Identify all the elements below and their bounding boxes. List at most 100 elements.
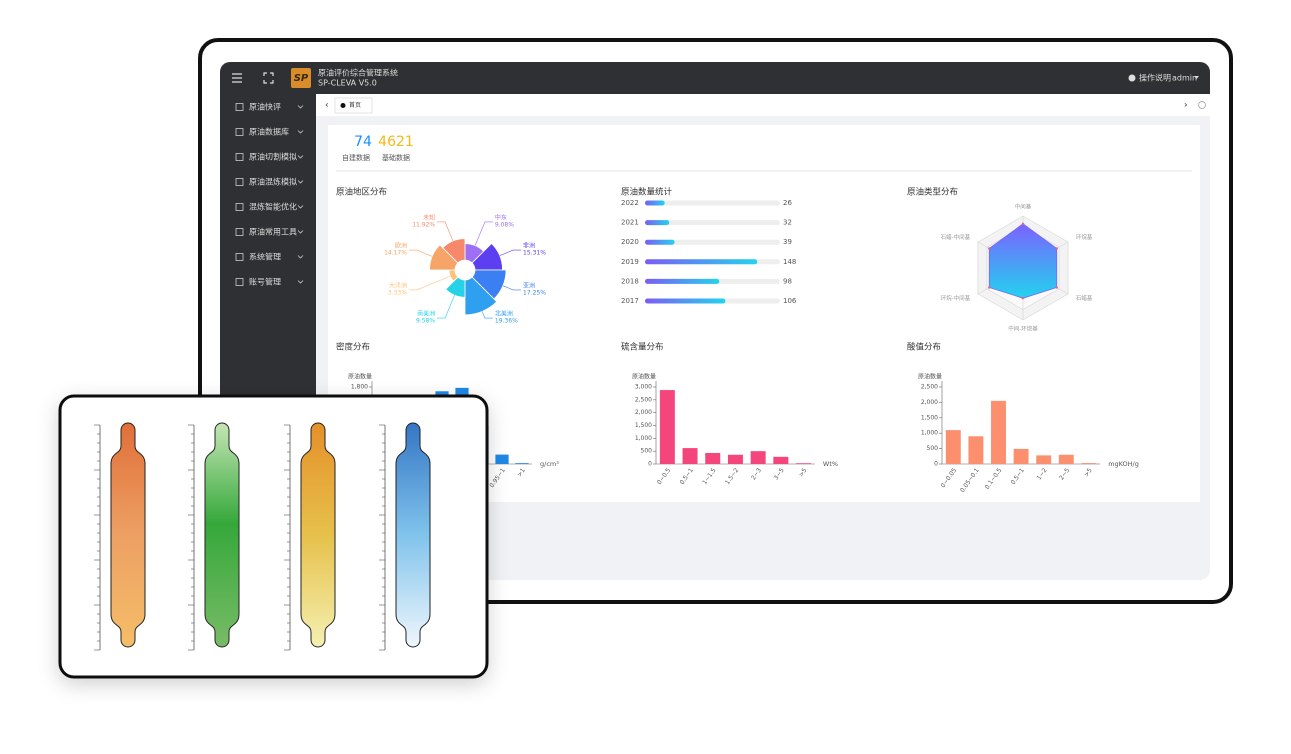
app-title: 原油评价综合管理系统 bbox=[318, 68, 398, 78]
radar-indicator: 环烷基 bbox=[1076, 233, 1093, 241]
screen: SP 原油评价综合管理系统 SP-CLEVA V5.0 操作说明 admin ‹… bbox=[220, 62, 1210, 580]
y-tick-label: 1,000 bbox=[921, 430, 938, 437]
chart-title: 原油数量统计 bbox=[621, 187, 673, 198]
slice-label: 欧洲 bbox=[395, 242, 407, 250]
progress-bar bbox=[645, 259, 758, 265]
progress-value: 148 bbox=[783, 258, 796, 266]
menu-item[interactable]: 原油切割模拟 bbox=[249, 152, 297, 162]
progress-value: 26 bbox=[783, 199, 792, 207]
bar bbox=[1058, 454, 1074, 464]
tube bbox=[300, 422, 336, 648]
radar-indicator: 中间基 bbox=[1015, 203, 1032, 211]
chart-title: 密度分布 bbox=[336, 342, 370, 353]
menu-chevron bbox=[297, 180, 304, 184]
tab-bar bbox=[316, 94, 1210, 116]
bar bbox=[659, 390, 675, 464]
bar bbox=[968, 436, 984, 464]
help-link[interactable]: 操作说明 bbox=[1139, 73, 1171, 83]
rose-slice bbox=[429, 244, 459, 271]
slice-value: 15.31% bbox=[523, 250, 546, 257]
menu-toggle[interactable] bbox=[232, 73, 242, 83]
user-menu[interactable]: admin bbox=[1172, 74, 1197, 83]
radar-point bbox=[1055, 286, 1058, 289]
slice-label: 中东 bbox=[495, 213, 507, 221]
user-caret[interactable] bbox=[1194, 76, 1199, 79]
y-tick-label: 0 bbox=[934, 461, 938, 468]
fullscreen-button[interactable] bbox=[263, 72, 274, 84]
y-tick-label: 2,500 bbox=[921, 384, 938, 391]
slice-value: 14.17% bbox=[384, 250, 407, 257]
menu-icon bbox=[235, 203, 244, 211]
slice-value: 3.33% bbox=[388, 289, 407, 296]
slice-value: 9.08% bbox=[495, 221, 514, 228]
slice-label: 北美洲 bbox=[495, 310, 513, 318]
progress-bar bbox=[645, 239, 675, 245]
slice-label: 未知 bbox=[423, 213, 435, 221]
slice-value: 9.58% bbox=[416, 318, 435, 325]
bar bbox=[796, 463, 812, 464]
tab-label[interactable]: 首页 bbox=[349, 101, 361, 109]
y-tick-label: 0 bbox=[648, 461, 652, 468]
year-label: 2018 bbox=[621, 277, 639, 285]
y-tick-label: 1,000 bbox=[635, 435, 652, 442]
rose-slice bbox=[464, 276, 498, 316]
y-tick-label: 500 bbox=[927, 445, 939, 452]
menu-item[interactable]: 混炼智能优化 bbox=[249, 202, 297, 212]
menu-item[interactable]: 原油常用工具 bbox=[249, 227, 297, 237]
x-axis-name: mgKOH/g bbox=[1108, 460, 1139, 468]
progress-value: 106 bbox=[783, 297, 797, 305]
menu-item[interactable]: 原油数据库 bbox=[249, 127, 289, 137]
tube-card-bg bbox=[58, 394, 489, 679]
help-icon[interactable] bbox=[1128, 74, 1136, 82]
logo bbox=[291, 68, 311, 88]
chart-title: 酸值分布 bbox=[907, 342, 941, 353]
bar bbox=[515, 463, 529, 464]
progress-value: 98 bbox=[783, 277, 792, 285]
menu-item[interactable]: 系统管理 bbox=[249, 252, 281, 262]
label-line bbox=[481, 311, 493, 319]
menu-item[interactable]: 原油快评 bbox=[249, 102, 281, 112]
x-axis-name: Wt% bbox=[823, 460, 838, 468]
x-axis-name: g/cm³ bbox=[540, 460, 559, 468]
y-tick-label: 3,000 bbox=[635, 384, 652, 391]
progress-track bbox=[645, 220, 780, 226]
chart-title: 原油类型分布 bbox=[907, 187, 958, 198]
x-tick-label: >5 bbox=[798, 467, 809, 478]
progress-bar bbox=[645, 278, 720, 284]
y-tick-label: 1,800 bbox=[351, 384, 368, 391]
progress-bar bbox=[645, 220, 670, 226]
label-line bbox=[474, 221, 493, 246]
tab-prev[interactable]: ‹ bbox=[325, 101, 329, 111]
menu-item[interactable]: 原油混炼模拟 bbox=[249, 177, 297, 187]
logo-text: SP bbox=[294, 73, 309, 84]
radar-point bbox=[1021, 222, 1025, 225]
progress-track bbox=[645, 239, 780, 245]
menu-chevron bbox=[297, 105, 304, 109]
bar bbox=[945, 430, 961, 464]
tab-next[interactable]: › bbox=[1184, 101, 1188, 111]
bar bbox=[991, 400, 1006, 464]
progress-list: 2022 26 2021 32 2020 39 2019 148 2018 98 2017 106 bbox=[621, 199, 797, 305]
bar bbox=[705, 452, 721, 464]
tab[interactable] bbox=[334, 97, 373, 114]
radar-point bbox=[988, 286, 991, 289]
rose-slice bbox=[471, 269, 507, 300]
bar bbox=[495, 454, 509, 464]
tube-card bbox=[58, 394, 489, 679]
y-tick-label: 2,500 bbox=[635, 396, 652, 403]
tab-close-all[interactable] bbox=[1198, 101, 1206, 109]
bar bbox=[773, 456, 789, 464]
rose-slice bbox=[442, 238, 466, 264]
x-tick-label: >5 bbox=[1083, 467, 1094, 478]
menu-icon bbox=[235, 278, 244, 286]
menu-chevron bbox=[297, 230, 304, 234]
y-tick-label: 1,500 bbox=[635, 422, 652, 429]
tube bbox=[204, 422, 240, 648]
y-tick-label: 1,500 bbox=[921, 414, 938, 421]
slice-label: 非洲 bbox=[523, 242, 535, 250]
menu-chevron bbox=[297, 280, 304, 284]
top-bar bbox=[220, 62, 1210, 94]
slice-label: 大洋洲 bbox=[389, 281, 407, 289]
menu-item[interactable]: 账号管理 bbox=[249, 277, 281, 287]
